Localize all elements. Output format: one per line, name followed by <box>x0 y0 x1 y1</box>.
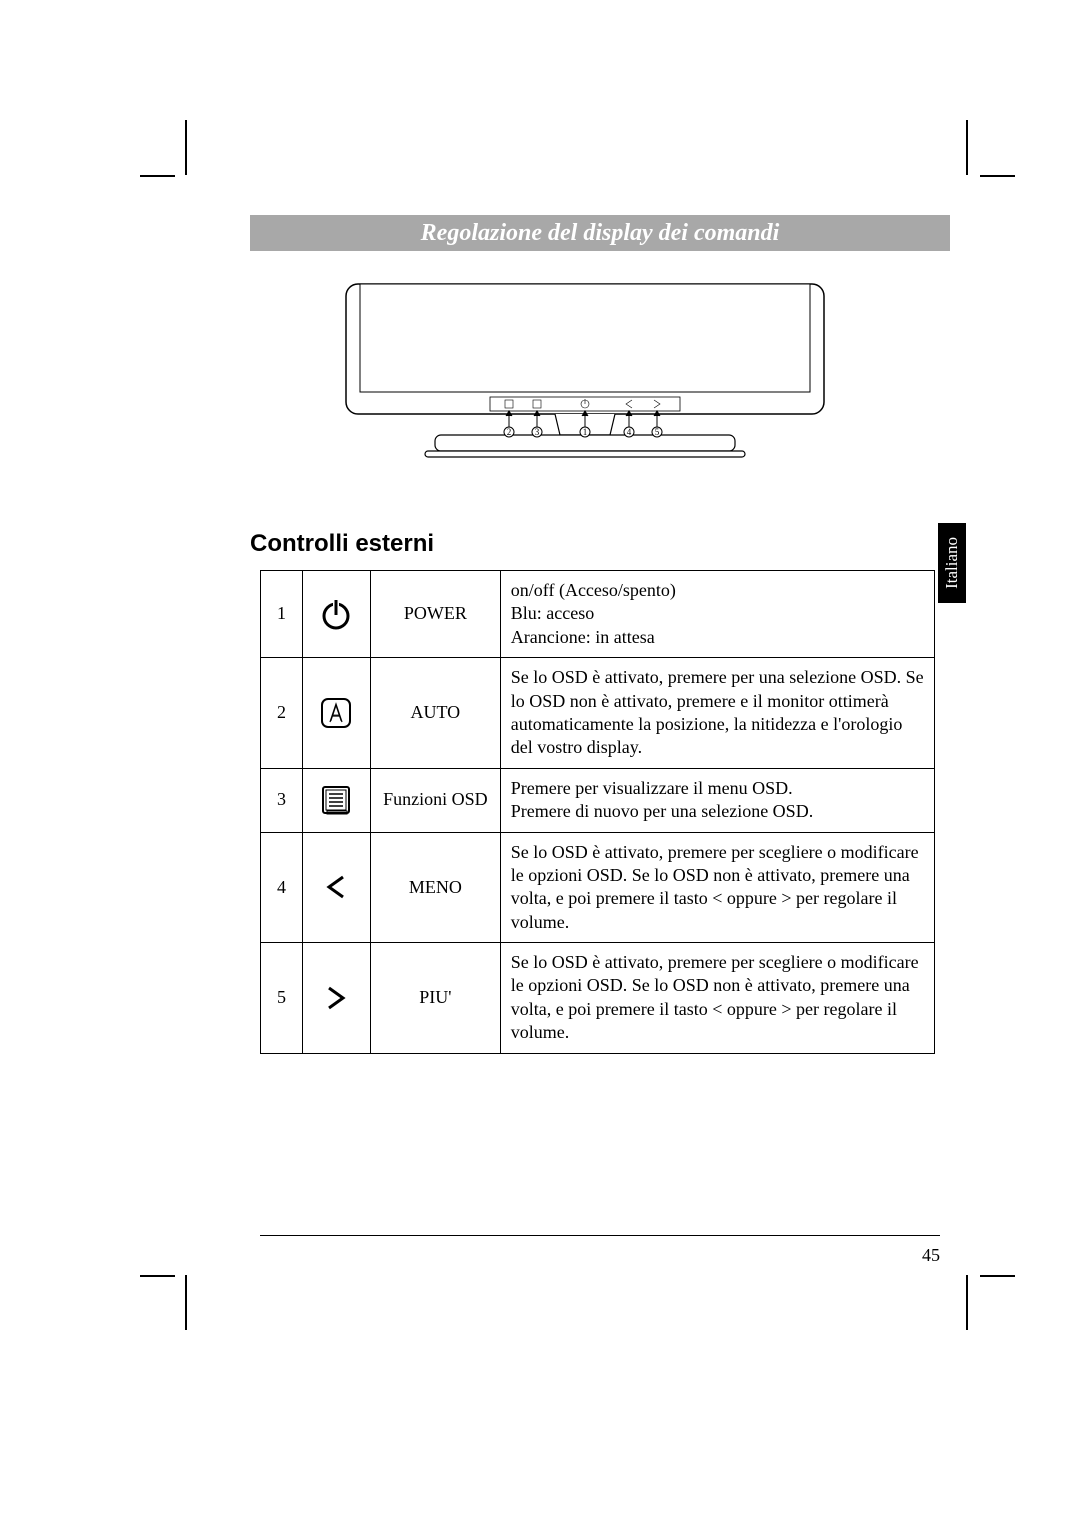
chapter-title-bar: Regolazione del display dei comandi <box>250 215 950 251</box>
document-page: Regolazione del display dei comandi <box>0 0 1080 1528</box>
svg-text:4: 4 <box>627 427 632 437</box>
control-number: 5 <box>261 943 303 1054</box>
controls-table: 1POWERon/off (Acceso/spento)Blu: accesoA… <box>260 570 935 1054</box>
control-description: Premere per visualizzare il menu OSD.Pre… <box>500 768 934 832</box>
crop-mark <box>185 120 187 175</box>
control-number: 3 <box>261 768 303 832</box>
description-line: Arancione: in attesa <box>511 626 924 649</box>
crop-mark <box>966 1275 968 1330</box>
description-line: Se lo OSD è attivato, premere per scegli… <box>511 951 924 1045</box>
control-description: Se lo OSD è attivato, premere per scegli… <box>500 832 934 943</box>
table-row: 4 MENOSe lo OSD è attivato, premere per s… <box>261 832 935 943</box>
crop-mark <box>140 175 175 177</box>
crop-mark <box>140 1275 175 1277</box>
description-line: Premere di nuovo per una selezione OSD. <box>511 800 924 823</box>
control-label: Funzioni OSD <box>370 768 500 832</box>
description-line: Blu: acceso <box>511 602 924 625</box>
control-label: PIU' <box>370 943 500 1054</box>
control-description: Se lo OSD è attivato, premere per una se… <box>500 658 934 769</box>
crop-mark <box>980 1275 1015 1277</box>
table-row: 3Funzioni OSDPremere per visualizzare il… <box>261 768 935 832</box>
control-label: POWER <box>370 571 500 658</box>
description-line: on/off (Acceso/spento) <box>511 579 924 602</box>
svg-text:1: 1 <box>583 427 588 437</box>
crop-mark <box>185 1275 187 1330</box>
power-icon <box>302 571 370 658</box>
control-number: 4 <box>261 832 303 943</box>
footer-rule <box>260 1235 940 1236</box>
language-label: Italiano <box>942 537 962 589</box>
control-description: Se lo OSD è attivato, premere per scegli… <box>500 943 934 1054</box>
svg-text:5: 5 <box>655 427 660 437</box>
less-icon <box>302 832 370 943</box>
page-number: 45 <box>922 1245 940 1266</box>
description-line: Se lo OSD è attivato, premere per una se… <box>511 666 924 760</box>
greater-icon <box>302 943 370 1054</box>
control-description: on/off (Acceso/spento)Blu: accesoArancio… <box>500 571 934 658</box>
control-label: MENO <box>370 832 500 943</box>
monitor-diagram: 2 3 1 4 5 <box>340 280 830 490</box>
section-heading: Controlli esterni <box>250 530 434 558</box>
table-row: 1POWERon/off (Acceso/spento)Blu: accesoA… <box>261 571 935 658</box>
chapter-title: Regolazione del display dei comandi <box>421 220 780 247</box>
svg-text:2: 2 <box>507 427 512 437</box>
auto-icon <box>302 658 370 769</box>
crop-mark <box>980 175 1015 177</box>
description-line: Se lo OSD è attivato, premere per scegli… <box>511 841 924 935</box>
crop-mark <box>966 120 968 175</box>
control-label: AUTO <box>370 658 500 769</box>
control-number: 2 <box>261 658 303 769</box>
table-row: 5 PIU'Se lo OSD è attivato, premere per s… <box>261 943 935 1054</box>
svg-text:3: 3 <box>535 427 540 437</box>
language-tab: Italiano <box>938 523 966 603</box>
description-line: Premere per visualizzare il menu OSD. <box>511 777 924 800</box>
control-number: 1 <box>261 571 303 658</box>
menu-icon <box>302 768 370 832</box>
table-row: 2 AUTOSe lo OSD è attivato, premere per u… <box>261 658 935 769</box>
